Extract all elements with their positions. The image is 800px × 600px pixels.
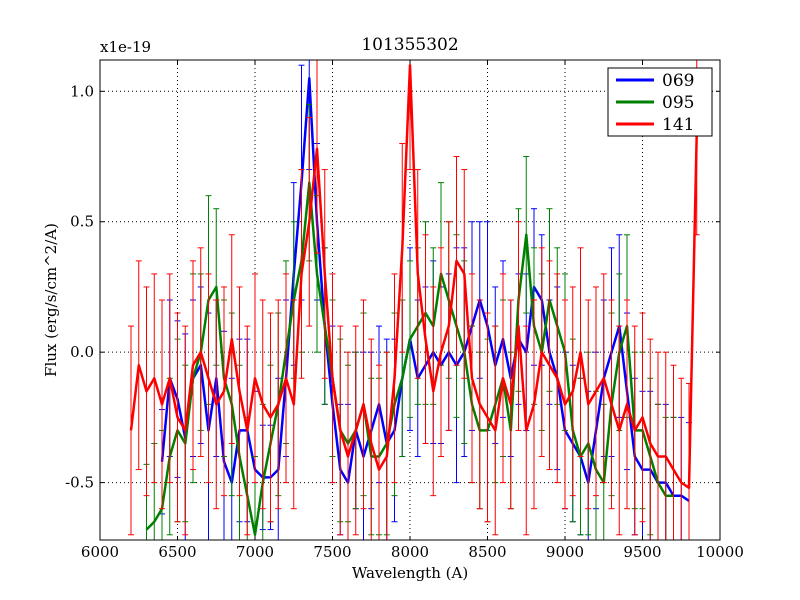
x-tick-label: 9000: [546, 543, 584, 561]
x-tick-label: 8000: [391, 543, 429, 561]
legend: 069 095 141: [607, 67, 713, 137]
x-tick-label: 7500: [313, 543, 351, 561]
chart-title: 101355302: [361, 35, 458, 55]
y-tick-label: -0.5: [65, 474, 94, 492]
legend-label-095: 095: [662, 93, 694, 113]
legend-label-141: 141: [662, 115, 694, 135]
y-axis: -0.5 0.0 0.5 1.0: [65, 82, 720, 492]
x-axis-title: Wavelength (A): [352, 564, 468, 582]
y-axis-title: Flux (erg/s/cm^2/A): [42, 223, 60, 377]
y-offset-label: x1e-19: [100, 38, 151, 56]
x-tick-label: 6500: [158, 543, 196, 561]
series-line-095: [145, 181, 674, 537]
legend-label-069: 069: [662, 71, 694, 91]
y-tick-label: 1.0: [70, 82, 94, 100]
y-tick-label: 0.5: [70, 213, 94, 231]
x-tick-label: 7000: [236, 543, 274, 561]
y-tick-label: 0.0: [70, 343, 94, 361]
x-tick-label: 9500: [623, 543, 661, 561]
x-axis: 6000 6500 7000 7500 8000 8500 9000 9500 10000: [81, 60, 744, 561]
series-141: [128, 60, 700, 540]
series-line-141: [129, 63, 699, 490]
x-tick-label: 10000: [696, 543, 744, 561]
series-layer: [128, 60, 700, 540]
x-tick-label: 8500: [468, 543, 506, 561]
x-tick-label: 6000: [81, 543, 119, 561]
